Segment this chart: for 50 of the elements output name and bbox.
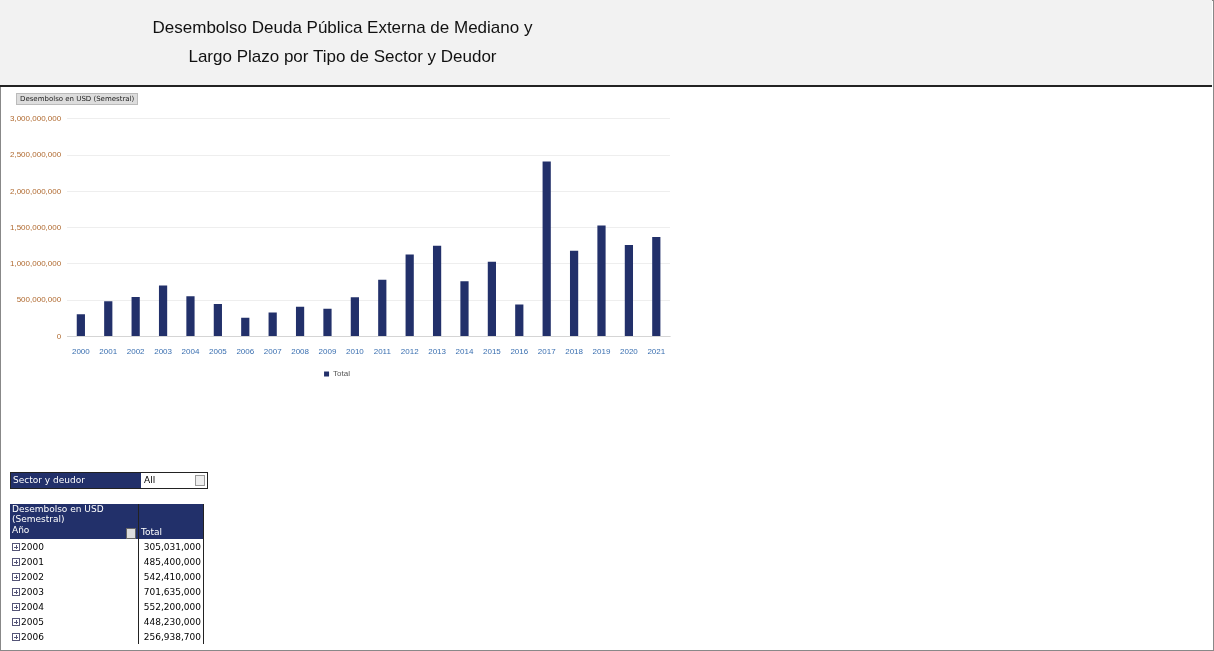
x-tick-label: 2019 xyxy=(592,347,611,357)
x-tick-label: 2017 xyxy=(537,347,557,357)
x-tick-label: 2004 xyxy=(181,347,200,357)
x-tick-label: 2007 xyxy=(263,347,283,357)
category-label: 2002 xyxy=(21,571,44,582)
text: Desembolso en USD (Semestral) xyxy=(12,504,104,524)
x-tick-label: 2015 xyxy=(482,347,502,357)
category-label: 2003 xyxy=(21,586,44,597)
x-tick-label: 2005 xyxy=(208,347,228,357)
category-label: 2005 xyxy=(21,616,44,627)
category-label: 2000 xyxy=(21,541,44,552)
text: 552,200,000 xyxy=(138,599,204,614)
x-tick-label: 2006 xyxy=(236,347,255,357)
x-tick-label: 2020 xyxy=(620,347,639,357)
y-tick-label: 500,000,000 xyxy=(16,295,62,305)
y-tick-label: 3,000,000,000 xyxy=(9,114,62,123)
x-tick-label: 2009 xyxy=(318,347,337,357)
text: All xyxy=(141,473,207,488)
y-tick-label: 1,500,000,000 xyxy=(9,222,62,232)
chart-title: Desembolso Deuda Pública Externa de Mediano y Largo Plazo por Tipo de Sector y Deudor xyxy=(151,17,534,68)
text: Total xyxy=(141,526,163,537)
category-label: 2004 xyxy=(21,601,44,612)
x-tick-label: 2010 xyxy=(345,347,365,357)
text: 305,031,000 xyxy=(138,539,204,554)
text: 485,400,000 xyxy=(138,554,204,569)
x-tick-label: 2012 xyxy=(400,347,420,357)
text: 256,938,700 xyxy=(138,629,204,644)
text: 701,635,000 xyxy=(138,584,204,599)
x-tick-label: 2014 xyxy=(455,347,474,357)
text: Año xyxy=(10,524,139,539)
x-tick-label: 2002 xyxy=(126,347,146,357)
y-tick-label: 0 xyxy=(56,331,62,341)
legend-label: Total xyxy=(333,369,351,379)
x-tick-label: 2016 xyxy=(510,347,529,357)
x-tick-label: 2013 xyxy=(428,347,447,357)
x-tick-label: 2003 xyxy=(154,347,173,357)
x-tick-label: 2018 xyxy=(565,347,584,357)
x-tick-label: 2001 xyxy=(99,347,118,357)
category-label: 2001 xyxy=(21,556,44,567)
x-tick-label: 2021 xyxy=(647,347,666,357)
x-tick-label: 2000 xyxy=(71,347,91,357)
y-tick-label: 2,500,000,000 xyxy=(9,150,62,160)
y-tick-label: 1,000,000,000 xyxy=(9,259,62,269)
category-label: 2006 xyxy=(21,631,44,642)
text: Sector y deudor xyxy=(11,473,141,488)
x-tick-label: 2008 xyxy=(291,347,310,357)
text: 542,410,000 xyxy=(138,569,204,584)
y-tick-label: 2,000,000,000 xyxy=(9,186,62,196)
text: 448,230,000 xyxy=(138,614,204,629)
x-tick-label: 2011 xyxy=(373,347,392,357)
